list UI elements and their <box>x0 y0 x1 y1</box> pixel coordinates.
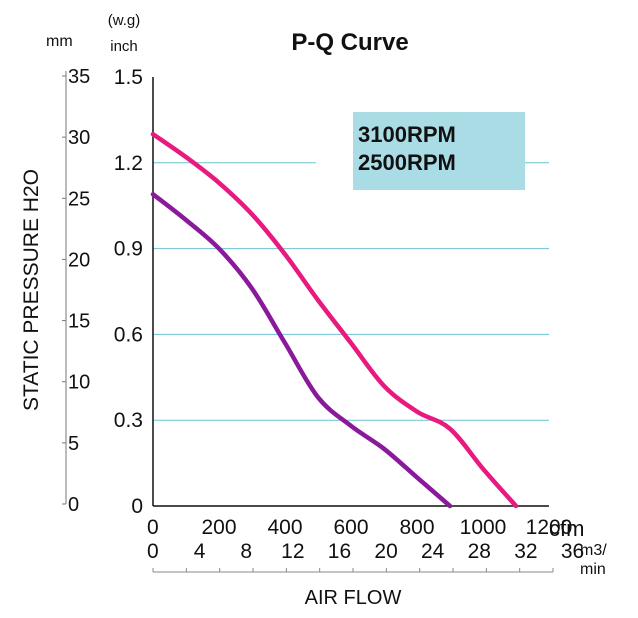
y-tick-label-mm: 30 <box>68 127 90 149</box>
x-unit-m3-top: m3/ <box>580 542 607 559</box>
y-tick-label-mm: 5 <box>68 433 79 455</box>
y-unit-inch-bottom: inch <box>110 38 138 55</box>
x-tick-label-m3min: 28 <box>468 540 491 563</box>
x-unit-m3-bottom: min <box>580 561 606 578</box>
y-unit-mm: mm <box>46 33 73 50</box>
x-axis-label: AIR FLOW <box>305 587 402 609</box>
legend-label-2500rpm: 2500RPM <box>358 150 456 175</box>
y-tick-label-mm: 0 <box>68 494 79 516</box>
y-axis-label: STATIC PRESSURE H2O <box>20 169 43 411</box>
legend-label-3100rpm: 3100RPM <box>358 122 456 147</box>
y-tick-label-mm: 10 <box>68 372 90 394</box>
x-tick-label-cfm: 400 <box>267 516 302 539</box>
x-tick-label-m3min: 0 <box>147 540 159 563</box>
y-tick-label-inch: 0 <box>131 495 143 518</box>
y-tick-label-mm: 20 <box>68 249 90 271</box>
x-tick-label-cfm: 1200 <box>526 516 573 539</box>
axes <box>62 71 554 573</box>
y-tick-label-mm: 25 <box>68 188 90 210</box>
y-tick-label-inch: 1.5 <box>114 66 143 89</box>
x-tick-label-m3min: 16 <box>328 540 351 563</box>
y-tick-label-inch: 1.2 <box>114 152 143 175</box>
x-tick-label-cfm: 1000 <box>460 516 507 539</box>
legend-box <box>353 112 525 190</box>
x-tick-label-m3min: 36 <box>561 540 584 563</box>
x-tick-label-m3min: 20 <box>374 540 397 563</box>
series-line-3100rpm <box>150 131 519 509</box>
x-tick-label-m3min: 24 <box>421 540 445 563</box>
y-tick-label-inch: 0.3 <box>114 409 143 432</box>
x-tick-label-m3min: 12 <box>281 540 304 563</box>
x-tick-label-cfm: 0 <box>147 516 159 539</box>
y-tick-label-mm: 35 <box>68 66 90 88</box>
x-tick-label-m3min: 4 <box>194 540 206 563</box>
chart-title: P-Q Curve <box>291 29 408 56</box>
y-unit-inch-top: (w.g) <box>108 12 141 29</box>
x-unit-cfm: cfm <box>549 516 584 541</box>
x-tick-label-m3min: 32 <box>514 540 537 563</box>
y-tick-label-inch: 0.6 <box>114 323 143 346</box>
x-tick-label-cfm: 200 <box>201 516 236 539</box>
x-tick-label-cfm: 800 <box>399 516 434 539</box>
series-line-2500rpm <box>150 192 453 509</box>
x-tick-label-cfm: 600 <box>333 516 368 539</box>
y-tick-label-mm: 15 <box>68 311 90 333</box>
x-tick-label-m3min: 8 <box>240 540 252 563</box>
series <box>150 131 519 509</box>
y-tick-label-inch: 0.9 <box>114 238 143 261</box>
